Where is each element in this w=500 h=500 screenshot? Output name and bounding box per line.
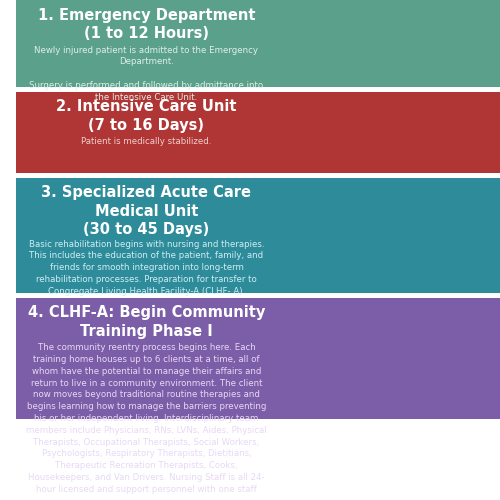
Bar xyxy=(16,172,500,178)
Bar xyxy=(16,92,500,172)
Bar xyxy=(16,87,500,92)
Text: 3. Specialized Acute Care
Medical Unit
(30 to 45 Days): 3. Specialized Acute Care Medical Unit (… xyxy=(42,185,252,238)
Bar xyxy=(16,178,500,292)
Text: 1. Emergency Department
(1 to 12 Hours): 1. Emergency Department (1 to 12 Hours) xyxy=(38,8,255,41)
Bar xyxy=(16,0,500,87)
Text: Patient is medically stabilized.: Patient is medically stabilized. xyxy=(82,138,212,146)
Text: 4. CLHF-A: Begin Community
Training Phase I: 4. CLHF-A: Begin Community Training Phas… xyxy=(28,306,265,339)
Bar xyxy=(16,298,500,419)
Text: The community reentry process begins here. Each
training home houses up to 6 cli: The community reentry process begins her… xyxy=(26,344,267,494)
Text: Newly injured patient is admitted to the Emergency
Department.

Surgery is perfo: Newly injured patient is admitted to the… xyxy=(30,46,264,102)
Text: Basic rehabilitation begins with nursing and therapies.
This includes the educat: Basic rehabilitation begins with nursing… xyxy=(28,240,264,296)
Bar xyxy=(16,292,500,298)
Text: 2. Intensive Care Unit
(7 to 16 Days): 2. Intensive Care Unit (7 to 16 Days) xyxy=(56,100,236,133)
